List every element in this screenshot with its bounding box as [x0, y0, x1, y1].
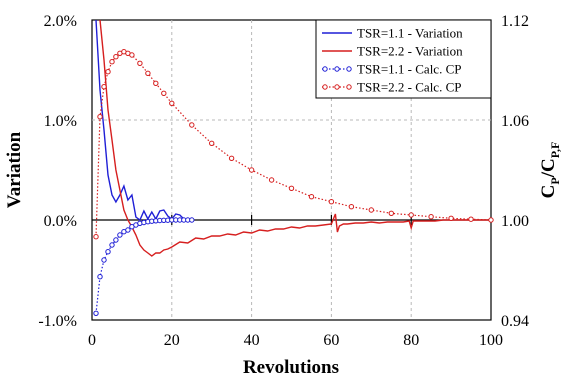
series-2 — [93, 217, 195, 316]
series-marker — [268, 177, 275, 183]
series-marker — [388, 210, 394, 217]
series-marker — [117, 232, 123, 238]
series-marker — [408, 212, 414, 218]
series-marker — [93, 310, 99, 316]
series-marker — [209, 140, 215, 147]
left-y-tick-label: 0.0% — [44, 213, 77, 230]
plot-frame — [91, 19, 492, 321]
x-tick-label: 40 — [244, 332, 260, 349]
x-tick-label: 100 — [479, 332, 503, 349]
legend-entry: TSR=2.2 - Variation — [322, 44, 463, 59]
series-marker — [113, 54, 119, 60]
right-y-title-sep: /C — [538, 158, 559, 178]
series-marker — [129, 52, 135, 58]
right-y-tick-label: 1.06 — [501, 113, 529, 130]
series-marker — [448, 215, 454, 222]
left-y-tick-label: 2.0% — [44, 13, 77, 30]
legend-marker — [322, 66, 328, 72]
legend-marker — [346, 66, 352, 72]
series-line — [99, 19, 491, 257]
legend-label: TSR=1.1 - Calc. CP — [357, 62, 461, 77]
series-line — [95, 219, 192, 314]
legend-marker — [346, 84, 352, 90]
series-marker — [189, 122, 195, 128]
series-marker — [109, 59, 115, 65]
series-marker — [248, 167, 255, 173]
series-marker — [428, 214, 434, 220]
right-y-tick-label: 0.94 — [501, 313, 529, 330]
right-y-axis-title: CP/CP,F — [538, 142, 562, 199]
right-y-title-base: C — [538, 185, 559, 199]
series-marker — [228, 155, 235, 162]
series-marker — [97, 274, 103, 280]
legend-marker — [334, 84, 340, 90]
series-marker — [488, 217, 494, 223]
right-y-title-sub2: P,F — [548, 142, 562, 159]
series-marker — [288, 185, 295, 192]
right-y-title-sub1: P — [548, 177, 562, 184]
series-marker — [97, 114, 103, 120]
series-0 — [95, 19, 192, 222]
series-line — [95, 19, 192, 222]
left-y-tick-label: 1.0% — [44, 113, 77, 130]
series-marker — [105, 69, 111, 75]
series-marker — [137, 60, 143, 66]
x-tick-label: 0 — [88, 332, 96, 349]
series-marker — [189, 217, 195, 223]
series-marker — [125, 227, 131, 233]
right-y-tick-label: 1.12 — [501, 13, 529, 30]
series-marker — [328, 199, 335, 205]
legend-label: TSR=1.1 - Variation — [357, 26, 463, 41]
tick-labels: 0 20 40 60 80 100 -1.0% 0.0% 1.0% 2.0% 0.94 1.00 1.0… — [38, 13, 529, 349]
left-y-axis-title: Variation — [4, 131, 25, 208]
series-layer — [93, 19, 494, 316]
legend-label: TSR=2.2 - Calc. CP — [357, 80, 461, 95]
series-marker — [153, 80, 159, 87]
series-1 — [99, 19, 491, 257]
series-3 — [93, 49, 494, 240]
series-marker — [348, 204, 355, 210]
series-marker — [101, 84, 107, 90]
series-marker — [169, 100, 175, 107]
left-y-tick-label: -1.0% — [38, 313, 77, 330]
series-marker — [105, 249, 111, 255]
x-tick-label: 60 — [323, 332, 339, 349]
series-marker — [161, 90, 167, 97]
legend-entry: TSR=2.2 - Calc. CP — [322, 80, 461, 95]
legend-entry: TSR=1.1 - Variation — [322, 26, 463, 41]
legend-label: TSR=2.2 - Variation — [357, 44, 463, 59]
series-marker — [368, 207, 374, 213]
series-marker — [101, 257, 107, 263]
legend-marker — [322, 84, 328, 90]
series-marker — [308, 194, 315, 200]
series-marker — [468, 216, 474, 222]
series-marker — [109, 242, 115, 248]
x-axis-title: Revolutions — [243, 357, 339, 378]
x-tick-label: 20 — [164, 332, 180, 349]
series-marker — [145, 70, 151, 77]
right-y-tick-label: 1.00 — [501, 213, 529, 230]
series-marker — [93, 234, 99, 240]
series-marker — [113, 237, 119, 243]
x-tick-label: 80 — [403, 332, 419, 349]
legend: TSR=1.1 - Variation TSR=2.2 - Variation TS… — [315, 19, 492, 99]
legend-marker — [334, 66, 340, 72]
legend-entry: TSR=1.1 - Calc. CP — [322, 62, 461, 77]
